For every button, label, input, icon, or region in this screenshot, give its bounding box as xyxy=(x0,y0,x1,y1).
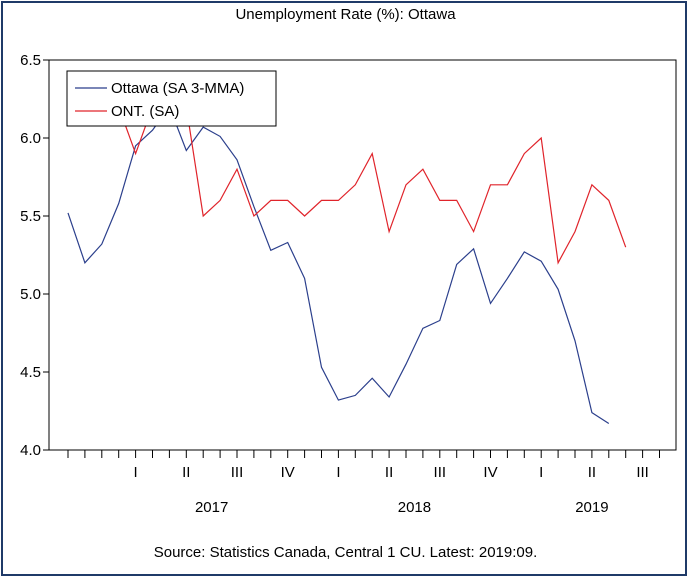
y-tick-label: 4.5 xyxy=(20,364,41,381)
x-quarter-label: I xyxy=(134,464,138,481)
legend-box xyxy=(66,70,277,127)
series-line-ontario xyxy=(118,106,627,265)
x-quarter-label: III xyxy=(231,464,244,481)
chart-source: Source: Statistics Canada, Central 1 CU.… xyxy=(153,544,538,561)
legend: Ottawa (SA 3-MMA) ONT. (SA) xyxy=(66,70,277,127)
y-tick-label: 6.0 xyxy=(20,130,41,147)
x-quarter-label: IV xyxy=(281,464,295,481)
y-tick-label: 5.0 xyxy=(20,286,41,303)
x-quarter-label: III xyxy=(636,464,649,481)
y-tick-label: 4.0 xyxy=(20,442,41,459)
y-tick-label: 5.5 xyxy=(20,208,41,225)
x-year-label: 2017 xyxy=(195,499,228,516)
series-line-ottawa xyxy=(67,105,610,425)
x-quarter-label: II xyxy=(588,464,596,481)
x-quarter-label: I xyxy=(539,464,543,481)
chart-title: Unemployment Rate (%): Ottawa xyxy=(235,6,456,23)
x-quarter-label: II xyxy=(182,464,190,481)
x-quarter-label: III xyxy=(434,464,447,481)
legend-label: ONT. (SA) xyxy=(111,103,179,120)
x-quarter-label: I xyxy=(336,464,340,481)
plot-border xyxy=(48,59,677,451)
x-quarter-label: IV xyxy=(483,464,497,481)
legend-label: Ottawa (SA 3-MMA) xyxy=(111,80,244,97)
x-year-label: 2019 xyxy=(575,499,608,516)
x-year-label: 2018 xyxy=(398,499,431,516)
x-quarter-label: II xyxy=(385,464,393,481)
y-tick-label: 6.5 xyxy=(20,52,41,69)
